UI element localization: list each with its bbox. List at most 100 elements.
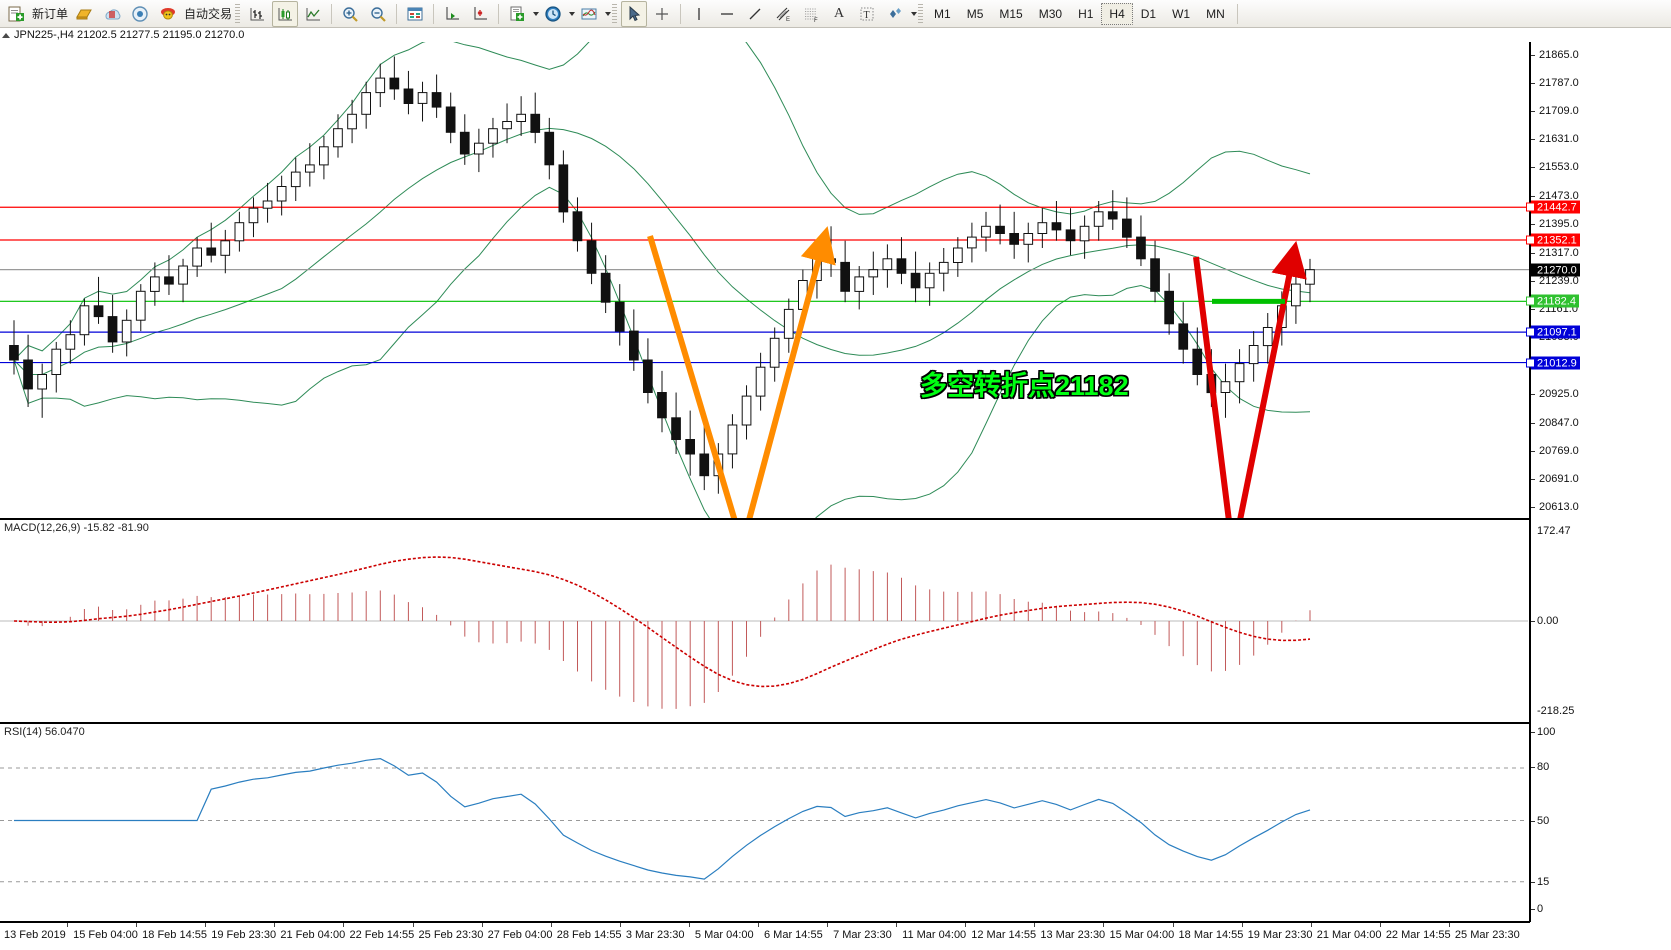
line-handle[interactable] [1526, 358, 1535, 368]
price-axis-label: 21239.0 [1539, 274, 1579, 287]
toolbar-grip[interactable] [918, 3, 924, 24]
rsi-pane[interactable]: RSI(14) 56.0470 [0, 723, 1530, 922]
time-axis[interactable]: 13 Feb 2019 15 Feb 04:00 18 Feb 14:55 19 Fe… [0, 922, 1530, 950]
indicators-chevron-down-icon[interactable] [605, 11, 612, 16]
zoom-out-icon[interactable] [365, 1, 391, 27]
line-handle[interactable] [1526, 202, 1535, 212]
candle-body [37, 374, 47, 390]
rsi-axis-label: 80 [1537, 761, 1550, 774]
timeframe-d1[interactable]: D1 [1140, 6, 1157, 21]
symbol-info-bar: JPN225-,H4 21202.5 21277.5 21195.0 21270… [0, 28, 1671, 42]
timeframe-m5[interactable]: M5 [966, 6, 984, 21]
template-chevron-down-icon[interactable] [533, 11, 540, 16]
period-chevron-down-icon[interactable] [569, 11, 576, 16]
indicators-icon[interactable] [576, 1, 602, 27]
period-icon[interactable] [540, 1, 566, 27]
time-tick [343, 923, 345, 927]
fibonacci-icon[interactable]: F [798, 1, 824, 27]
candle-body [290, 171, 301, 188]
price-badge-resistance[interactable]: 21352.1 [1531, 233, 1580, 247]
data-window-icon[interactable] [402, 1, 428, 27]
macd-axis-label: -218.25 [1537, 705, 1575, 717]
candle-body [1291, 283, 1301, 307]
shift-end-icon[interactable] [439, 1, 465, 27]
toolbar-separator [680, 3, 682, 24]
orange-up-arrow[interactable] [745, 226, 836, 518]
timeframe-m1[interactable]: M1 [934, 6, 951, 21]
text-label-icon[interactable]: A [833, 5, 845, 21]
market-watch-icon[interactable] [99, 1, 125, 27]
time-tick [827, 923, 829, 927]
axis-tick [1531, 394, 1535, 396]
timeframe-h1[interactable]: H1 [1078, 6, 1094, 21]
timeframe-m30[interactable]: M30 [1038, 6, 1063, 21]
time-tick [1103, 923, 1105, 927]
price-badge-resistance[interactable]: 21442.7 [1531, 200, 1580, 214]
price-badge-support[interactable]: 21097.1 [1531, 325, 1580, 339]
hline-icon[interactable] [714, 1, 740, 27]
time-tick [205, 923, 207, 927]
line-chart-icon[interactable] [300, 1, 326, 27]
bar-chart-icon[interactable] [244, 1, 270, 27]
candle-body [333, 128, 343, 148]
shapes-icon[interactable] [882, 1, 908, 27]
timeframe-h4[interactable]: H4 [1101, 2, 1133, 25]
timeframe-w1[interactable]: W1 [1172, 6, 1191, 21]
profiles-icon[interactable] [71, 1, 97, 27]
toolbar-grip[interactable] [612, 3, 618, 24]
axis-tick [1531, 54, 1535, 56]
shapes-chevron-down-icon[interactable] [911, 11, 918, 16]
price-badge-support[interactable]: 21012.9 [1531, 356, 1580, 370]
price-axis[interactable]: 21865.0 21787.0 21709.0 21631.0 21553.0 21473… [1526, 42, 1671, 922]
autotrade-icon[interactable] [155, 1, 181, 27]
candlestick-chart-icon[interactable] [272, 0, 299, 27]
candle-body [1178, 323, 1189, 350]
axis-tick [1531, 422, 1535, 424]
bollinger-band-line [13, 127, 1311, 375]
new-order-label[interactable]: 新订单 [32, 7, 69, 21]
price-axis-label: 21395.0 [1539, 218, 1579, 231]
equidistant-channel-icon[interactable]: E [770, 1, 796, 27]
time-axis-label: 19 Mar 23:30 [1247, 929, 1313, 941]
line-handle[interactable] [1526, 296, 1535, 306]
toolbar-grip[interactable] [235, 3, 241, 24]
navigator-icon[interactable] [127, 1, 153, 27]
price-chart-pane[interactable]: 多空转折点21182 [0, 42, 1530, 519]
candle-body [65, 334, 76, 350]
line-handle[interactable] [1526, 235, 1535, 245]
vline-icon[interactable] [686, 1, 712, 27]
line-handle[interactable] [1526, 327, 1535, 337]
time-axis-label: 21 Mar 04:00 [1316, 929, 1382, 941]
new-order-icon[interactable] [3, 1, 29, 27]
price-axis-label: 21631.0 [1539, 133, 1579, 146]
zoom-in-icon[interactable] [337, 1, 363, 27]
candle-body [826, 258, 836, 263]
text-box-icon[interactable]: T [854, 1, 880, 27]
trendline-icon[interactable] [742, 1, 768, 27]
cursor-icon[interactable] [621, 0, 648, 27]
candle-body [361, 92, 371, 115]
main-toolbar: 新订单 自动交易 [0, 0, 1671, 28]
timeframe-mn[interactable]: MN [1206, 6, 1225, 21]
axis-tick [1531, 820, 1535, 822]
template-icon[interactable] [504, 1, 530, 27]
price-axis-label: 21473.0 [1539, 190, 1579, 203]
price-axis-label: 21787.0 [1539, 76, 1579, 89]
macd-pane[interactable]: MACD(12,26,9) -15.82 -81.90 [0, 519, 1530, 723]
red-down-arrow[interactable] [1193, 256, 1232, 518]
price-badge-last-price[interactable]: 21270.0 [1531, 263, 1580, 277]
candle-body [657, 392, 667, 419]
time-tick [1310, 923, 1312, 927]
candle-body [1079, 225, 1090, 242]
candle-body [530, 113, 541, 133]
timeframe-m15[interactable]: M15 [999, 6, 1023, 21]
candle-body [1262, 327, 1273, 347]
red-up-arrow[interactable] [1236, 240, 1307, 518]
candle-body [755, 366, 766, 397]
crosshair-icon[interactable] [649, 1, 675, 27]
price-badge-pivot[interactable]: 21182.4 [1531, 294, 1579, 308]
collapse-triangle-icon[interactable] [2, 32, 10, 38]
autotrade-label[interactable]: 自动交易 [184, 7, 233, 21]
orange-down-arrow[interactable] [647, 235, 740, 518]
auto-scroll-icon[interactable] [467, 1, 493, 27]
